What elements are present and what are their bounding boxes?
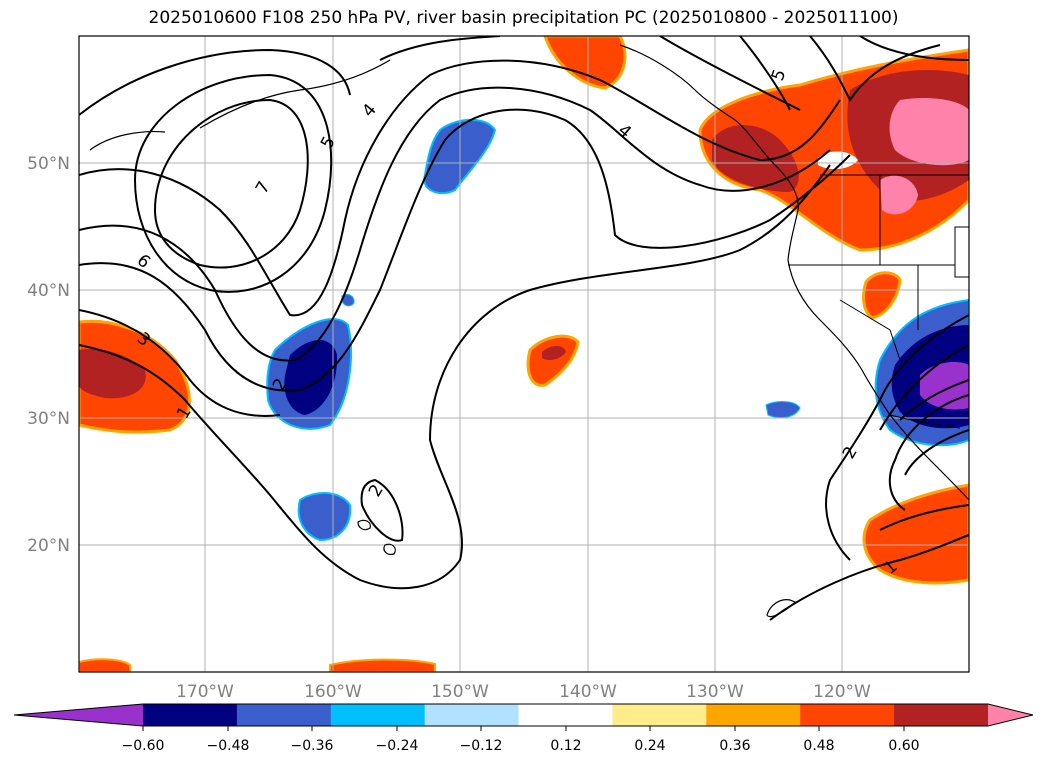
- pv-contours: [79, 36, 969, 621]
- lon-label-150w: 150°W: [431, 682, 489, 702]
- colorbar-segment: [330, 704, 426, 726]
- colorbar-tick-label: −0.60: [122, 738, 165, 754]
- pv-contour: [739, 36, 791, 111]
- latitude-labels: 50°N 40°N 30°N 20°N: [27, 154, 70, 556]
- colorbar-segments: [13, 703, 1034, 727]
- colorbar-tick-label: 0.60: [888, 738, 919, 754]
- positive-region-alaska: [543, 36, 627, 90]
- colorbar-segment: [518, 704, 613, 726]
- pv-contour: [769, 534, 969, 621]
- pv-contour: [825, 314, 969, 561]
- colorbar-ticks: [142, 726, 905, 731]
- pv-contour: [79, 48, 351, 116]
- colorbar-tick-label: −0.12: [460, 738, 503, 754]
- pv-contour: [79, 164, 831, 590]
- lon-label-130w: 130°W: [686, 682, 744, 702]
- negative-region-south: [297, 492, 352, 542]
- map-plot-area: 1 2 2 3 4 4 5 5 6 7 1 2: [79, 36, 969, 672]
- colorbar-tick-label: −0.36: [291, 738, 334, 754]
- colorbar-segment: [424, 704, 520, 726]
- lon-label-170w: 170°W: [176, 682, 234, 702]
- political-borders: [788, 174, 969, 429]
- lon-label-140w: 140°W: [559, 682, 617, 702]
- positive-region-bc-max: [889, 98, 969, 166]
- pv-contour: [888, 394, 969, 511]
- pv-contour: [879, 344, 969, 431]
- pv-contour: [879, 504, 969, 531]
- colorbar-tick-label: −0.24: [376, 738, 419, 754]
- pv-contour: [79, 309, 281, 417]
- colorbar-extend-min: [14, 704, 143, 726]
- pv-contour: [133, 73, 333, 293]
- pv-contour: [79, 108, 851, 392]
- colorbar-tick-label: 0.36: [719, 738, 750, 754]
- lat-label-20n: 20°N: [27, 536, 70, 556]
- colorbar-tick-label: 0.24: [634, 738, 665, 754]
- pv-contour: [899, 379, 969, 421]
- colorbar: −0.60 −0.48 −0.36 −0.24 −0.12 0.12 0.24 …: [13, 703, 1034, 754]
- colorbar-segment: [143, 704, 238, 726]
- colorbar-tick-label: −0.48: [207, 738, 250, 754]
- pv-contour: [153, 98, 309, 269]
- colorbar-segment: [612, 704, 707, 726]
- pv-contour: [859, 36, 969, 61]
- lat-label-50n: 50°N: [27, 154, 70, 174]
- lat-label-30n: 30°N: [27, 409, 70, 429]
- pv-contour: [79, 59, 841, 317]
- colorbar-segment: [706, 704, 801, 726]
- colorbar-segment: [894, 704, 989, 726]
- pv-contour: [360, 478, 404, 542]
- colorbar-tick-labels: −0.60 −0.48 −0.36 −0.24 −0.12 0.12 0.24 …: [122, 738, 920, 754]
- colorbar-tick-label: 0.12: [550, 738, 581, 754]
- colorbar-extend-max: [988, 704, 1033, 726]
- positive-region-mid: [526, 334, 580, 387]
- map-title: 2025010600 F108 250 hPa PV, river basin …: [148, 8, 899, 28]
- pv-contour: [79, 86, 831, 362]
- pv-contour: [379, 36, 501, 61]
- map-frame: [78, 35, 970, 673]
- longitude-labels: 170°W 160°W 150°W 140°W 130°W 120°W: [176, 682, 871, 702]
- lon-label-120w: 120°W: [813, 682, 871, 702]
- pv-contour: [904, 429, 969, 476]
- colorbar-tick-label: 0.48: [803, 738, 834, 754]
- lon-label-160w: 160°W: [304, 682, 362, 702]
- lat-label-40n: 40°N: [27, 281, 70, 301]
- colorbar-segment: [800, 704, 895, 726]
- colorbar-segment: [236, 704, 332, 726]
